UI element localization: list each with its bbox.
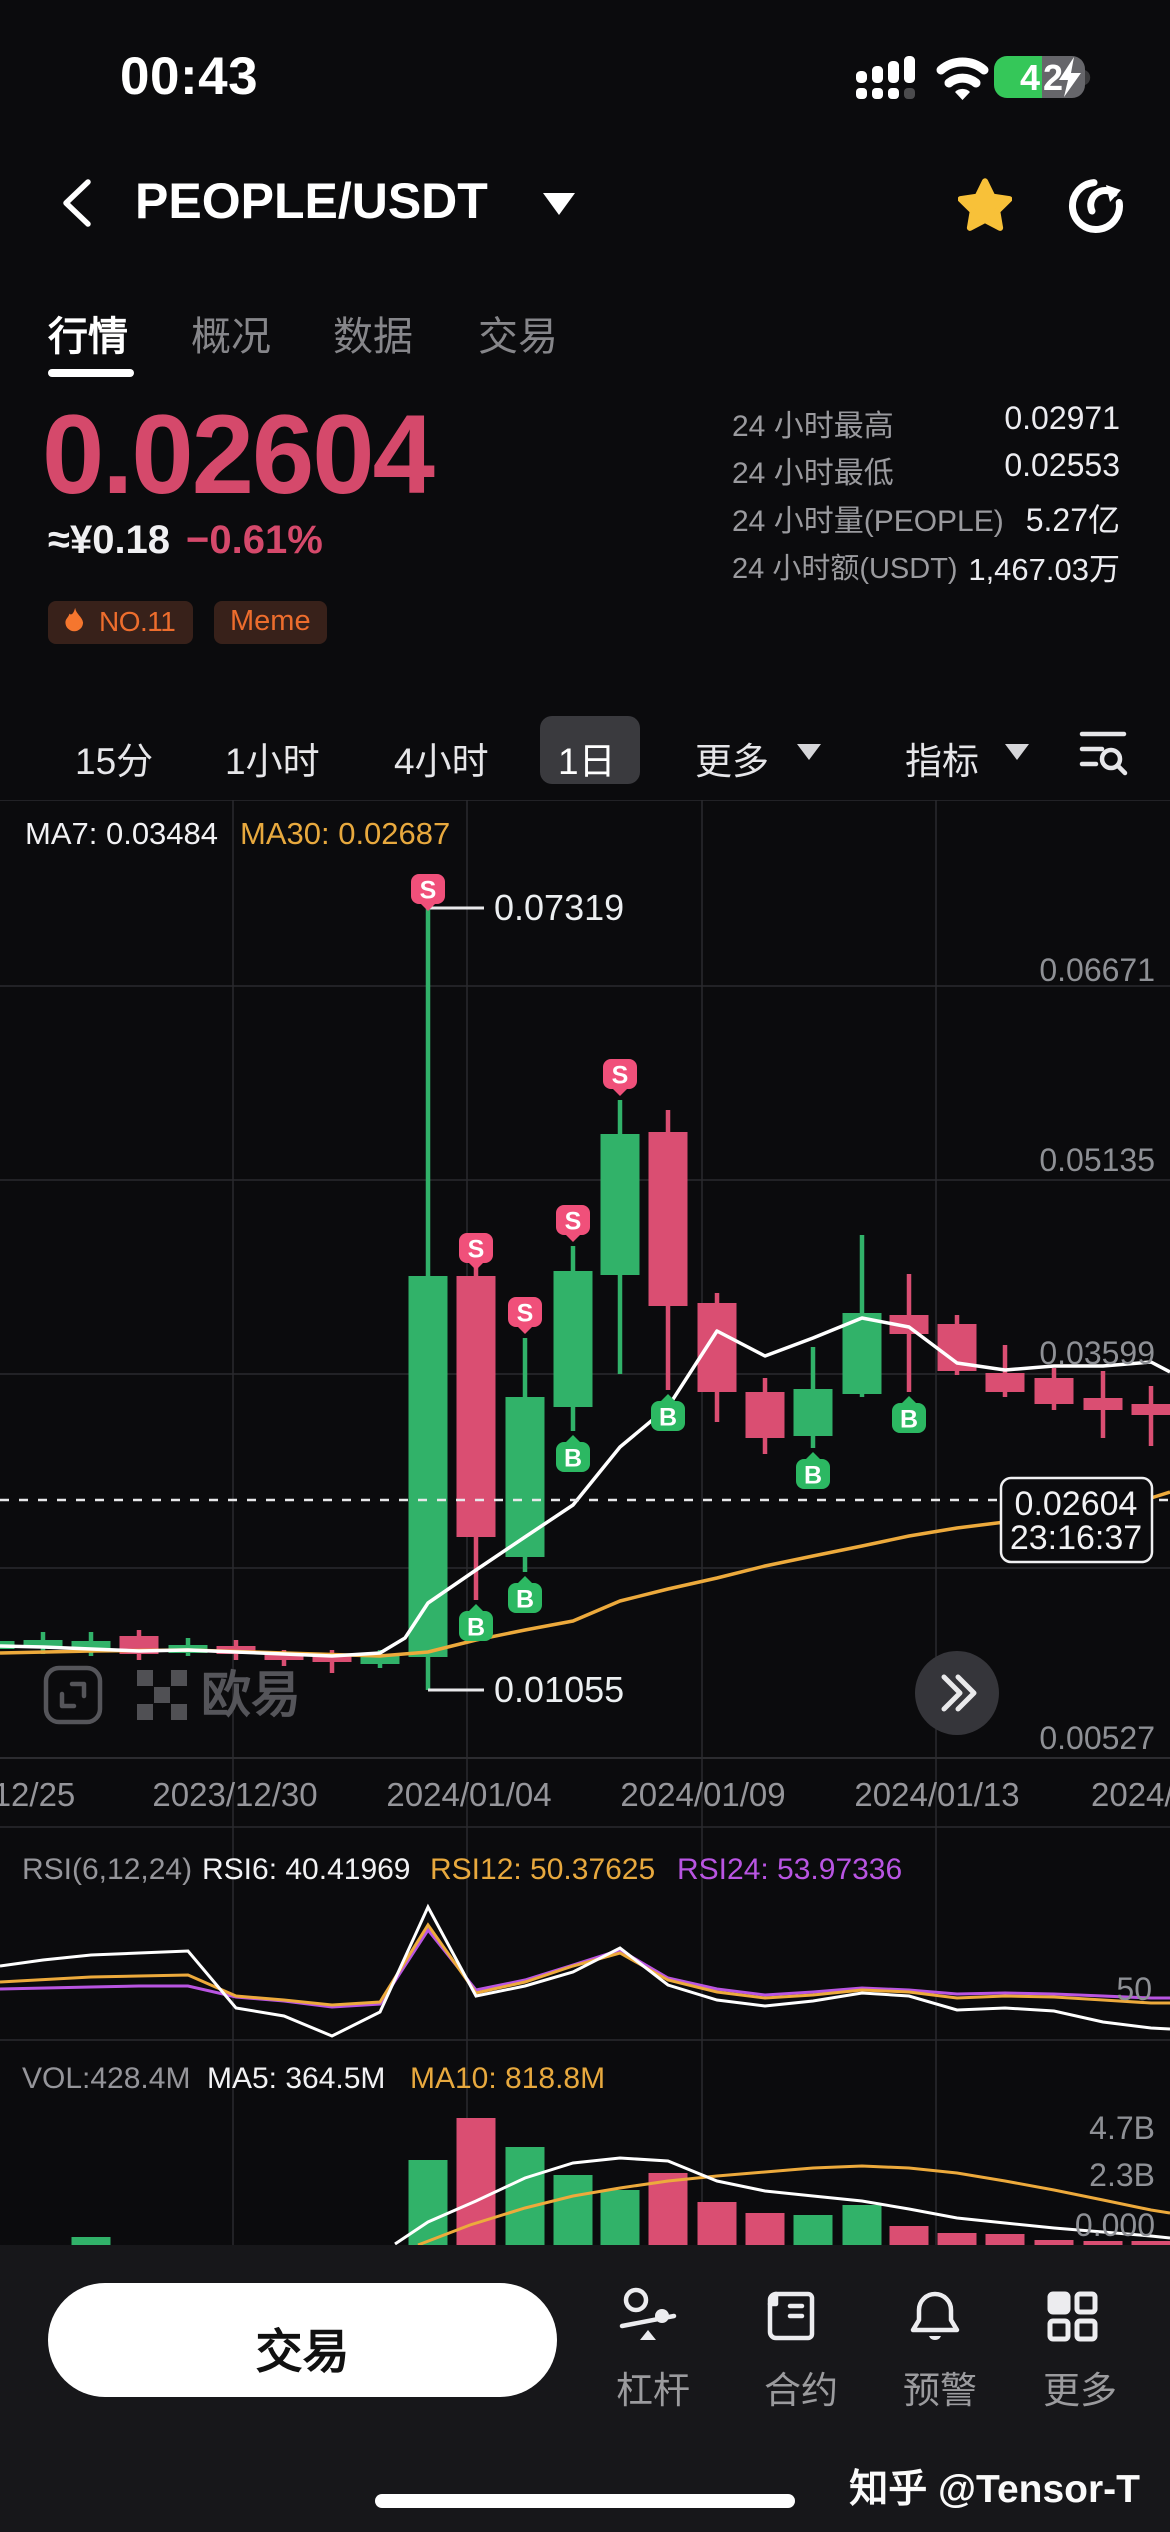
svg-text:S: S bbox=[612, 1062, 629, 1090]
svg-text:B: B bbox=[467, 1614, 485, 1642]
svg-text:欧易: 欧易 bbox=[201, 1667, 301, 1723]
svg-text:S: S bbox=[565, 1208, 582, 1236]
svg-text:B: B bbox=[659, 1404, 677, 1432]
svg-text:B: B bbox=[516, 1586, 534, 1614]
svg-text:RSI6: 40.41969: RSI6: 40.41969 bbox=[202, 1853, 411, 1886]
svg-text:S: S bbox=[517, 1300, 534, 1328]
svg-text:4: 4 bbox=[1020, 57, 1040, 98]
svg-text:2024/: 2024/ bbox=[1091, 1776, 1170, 1813]
svg-text:MA10: 818.8M: MA10: 818.8M bbox=[410, 2062, 605, 2095]
svg-text:0.06671: 0.06671 bbox=[1039, 952, 1155, 988]
svg-text:2: 2 bbox=[1043, 57, 1063, 98]
svg-text:0.07319: 0.07319 bbox=[494, 887, 624, 928]
svg-text:RSI12: 50.37625: RSI12: 50.37625 bbox=[430, 1853, 655, 1886]
svg-text:2024/01/04: 2024/01/04 bbox=[386, 1776, 551, 1813]
svg-text:MA30: 0.02687: MA30: 0.02687 bbox=[240, 816, 450, 851]
svg-text:VOL:428.4M: VOL:428.4M bbox=[22, 2062, 190, 2095]
svg-text:2023/12/30: 2023/12/30 bbox=[152, 1776, 317, 1813]
svg-text:B: B bbox=[900, 1406, 918, 1434]
svg-text:0.01055: 0.01055 bbox=[494, 1669, 624, 1710]
svg-text:RSI(6,12,24): RSI(6,12,24) bbox=[22, 1853, 192, 1886]
svg-text:2024/01/09: 2024/01/09 bbox=[620, 1776, 785, 1813]
svg-text:B: B bbox=[804, 1462, 822, 1490]
svg-text:RSI24: 53.97336: RSI24: 53.97336 bbox=[677, 1853, 902, 1886]
svg-text:23:16:37: 23:16:37 bbox=[1010, 1519, 1142, 1557]
svg-text:S: S bbox=[468, 1236, 485, 1264]
svg-text:0.00527: 0.00527 bbox=[1039, 1720, 1155, 1756]
svg-text:2.3B: 2.3B bbox=[1089, 2157, 1155, 2193]
svg-text:0.03599: 0.03599 bbox=[1039, 1335, 1155, 1371]
svg-text:MA7: 0.03484: MA7: 0.03484 bbox=[25, 816, 218, 851]
svg-text:0.05135: 0.05135 bbox=[1039, 1142, 1155, 1178]
svg-text:0.000: 0.000 bbox=[1075, 2207, 1155, 2243]
svg-text:12/25: 12/25 bbox=[0, 1776, 75, 1813]
svg-text:50: 50 bbox=[1116, 1971, 1152, 2007]
svg-text:B: B bbox=[564, 1445, 582, 1473]
svg-text:MA5: 364.5M: MA5: 364.5M bbox=[207, 2062, 385, 2095]
svg-text:S: S bbox=[420, 877, 437, 905]
svg-text:4.7B: 4.7B bbox=[1089, 2110, 1155, 2146]
svg-text:2024/01/13: 2024/01/13 bbox=[854, 1776, 1019, 1813]
svg-text:0.02604: 0.02604 bbox=[1015, 1485, 1138, 1523]
